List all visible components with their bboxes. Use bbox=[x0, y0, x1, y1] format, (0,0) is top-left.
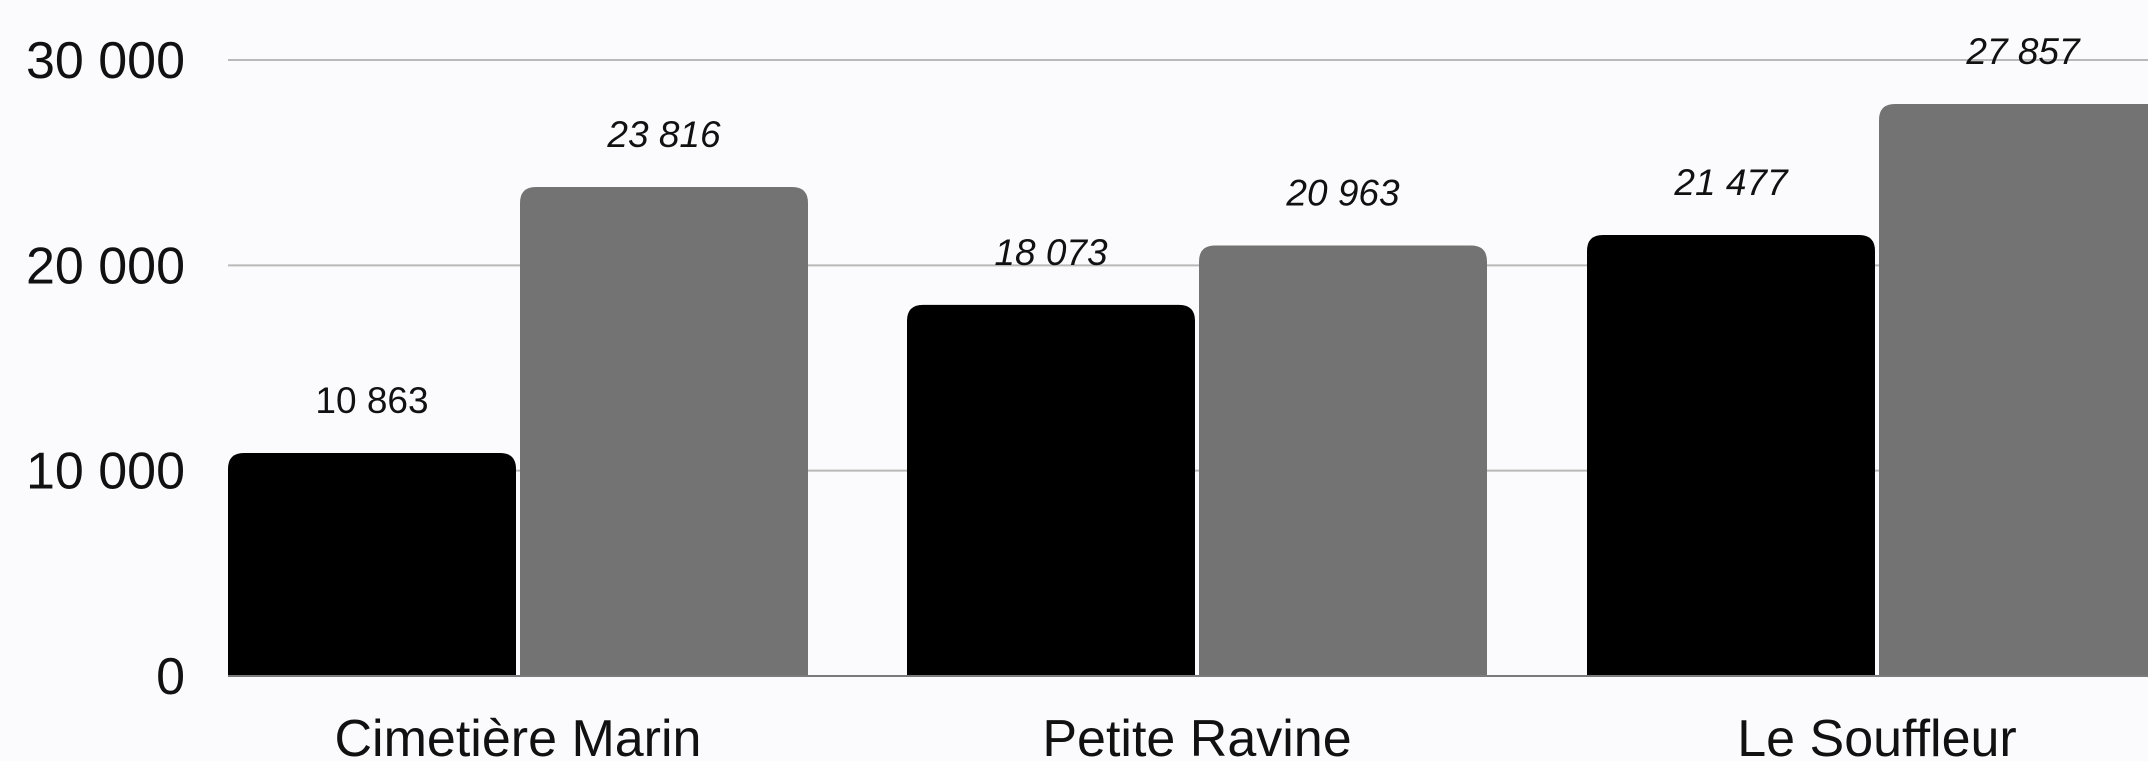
category-label: Le Souffleur bbox=[1737, 710, 2016, 761]
data-label: 21 477 bbox=[1673, 162, 1789, 203]
bar bbox=[1879, 104, 2148, 676]
category-labels: Cimetière Marin Petite Ravine Le Souffleur bbox=[335, 710, 2017, 761]
y-tick-label: 10 000 bbox=[26, 443, 185, 501]
y-axis-ticks: 0 10 000 20 000 30 000 bbox=[26, 32, 185, 706]
data-label: 23 816 bbox=[606, 114, 721, 155]
bar bbox=[1199, 245, 1487, 676]
bars bbox=[228, 104, 2148, 676]
data-label: 27 857 bbox=[1965, 31, 2081, 72]
bar bbox=[907, 304, 1195, 676]
bar bbox=[520, 186, 808, 676]
bar bbox=[1587, 235, 1875, 676]
data-label: 20 963 bbox=[1285, 173, 1400, 214]
y-tick-label: 0 bbox=[156, 648, 185, 706]
category-label: Petite Ravine bbox=[1042, 710, 1351, 761]
y-tick-label: 20 000 bbox=[26, 237, 185, 295]
data-label: 18 073 bbox=[994, 232, 1108, 273]
data-label: 10 863 bbox=[315, 380, 428, 421]
data-labels: 10 863 23 816 18 073 20 963 21 477 27 857 bbox=[315, 31, 2081, 421]
y-tick-label: 30 000 bbox=[26, 32, 185, 90]
bar bbox=[228, 452, 516, 676]
category-label: Cimetière Marin bbox=[335, 710, 702, 761]
